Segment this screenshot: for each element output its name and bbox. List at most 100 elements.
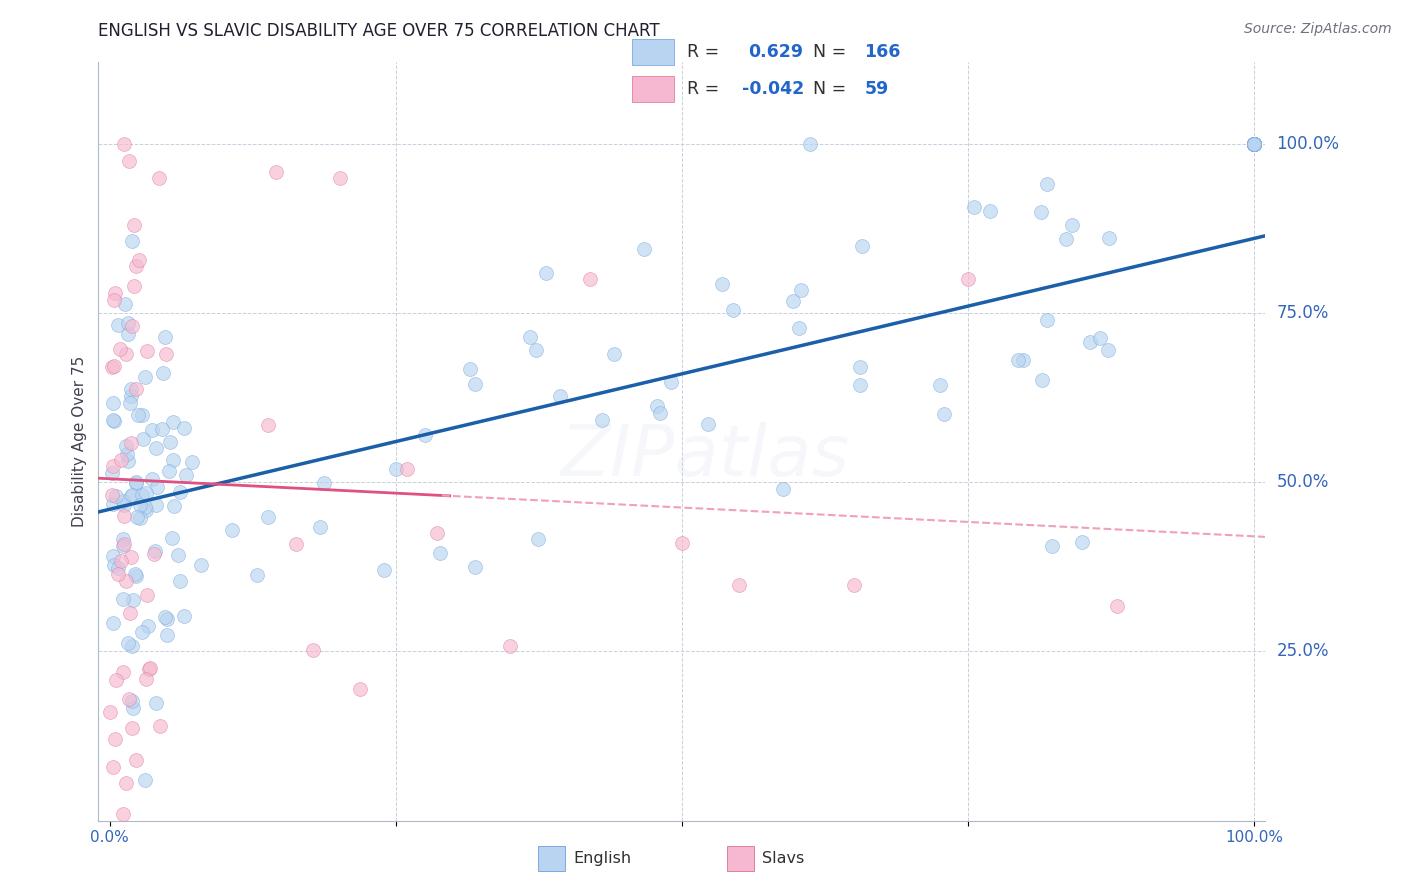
Point (710, 277, 733, 291)
Point (118, 691, 141, 706)
Point (1243, 136, 1265, 151)
Point (166, 548, 188, 562)
Point (979, 204, 1001, 219)
Text: N =: N = (813, 43, 846, 61)
Point (111, 539, 134, 553)
Text: Source: ZipAtlas.com: Source: ZipAtlas.com (1244, 22, 1392, 37)
Point (1243, 136, 1265, 151)
Point (136, 588, 159, 602)
Text: 100.0%: 100.0% (1277, 135, 1340, 153)
Point (152, 366, 174, 380)
Point (155, 347, 177, 361)
Point (173, 421, 195, 435)
Point (132, 432, 155, 446)
Point (169, 574, 191, 588)
Point (349, 681, 371, 696)
Point (141, 423, 163, 437)
Point (129, 511, 152, 525)
Point (125, 382, 148, 396)
Point (134, 500, 156, 514)
Point (112, 592, 135, 607)
Point (128, 252, 150, 267)
Point (329, 171, 352, 186)
Point (659, 375, 682, 389)
Point (534, 266, 557, 280)
Text: -0.042: -0.042 (741, 80, 804, 98)
Point (633, 242, 655, 256)
Point (118, 153, 141, 168)
Bar (631, 39, 673, 65)
Point (125, 475, 148, 490)
Point (519, 329, 541, 343)
Point (125, 259, 148, 273)
Point (111, 806, 134, 821)
Point (1243, 136, 1265, 151)
Point (180, 455, 202, 469)
Text: R =: R = (686, 43, 718, 61)
Point (122, 218, 145, 232)
Point (112, 499, 135, 513)
Point (127, 509, 149, 524)
Point (782, 293, 804, 308)
Point (1070, 535, 1092, 549)
Point (1097, 343, 1119, 357)
Point (1243, 136, 1265, 151)
Point (314, 476, 336, 491)
Point (101, 498, 124, 512)
Point (1031, 373, 1053, 387)
Point (592, 413, 614, 427)
Point (1243, 136, 1265, 151)
Point (721, 303, 744, 318)
Text: English: English (574, 851, 631, 866)
Point (114, 574, 136, 588)
Point (789, 320, 811, 334)
Point (1243, 136, 1265, 151)
Text: 50.0%: 50.0% (1277, 473, 1329, 491)
Point (143, 543, 166, 558)
Point (145, 498, 167, 512)
Point (162, 415, 184, 429)
Point (131, 488, 153, 502)
Point (1243, 136, 1265, 151)
Point (146, 480, 169, 494)
Point (111, 665, 134, 679)
Point (162, 531, 184, 545)
Point (98, 706, 121, 720)
Bar (537, 847, 565, 871)
Point (499, 639, 522, 653)
Point (110, 554, 132, 568)
Point (117, 636, 139, 650)
Point (122, 593, 145, 607)
Point (1243, 136, 1265, 151)
Y-axis label: Disability Age Over 75: Disability Age Over 75 (72, 356, 87, 527)
Point (104, 732, 127, 747)
Point (174, 468, 197, 483)
Point (309, 520, 332, 534)
Point (257, 417, 280, 432)
Text: ZIPatlas: ZIPatlas (561, 422, 849, 491)
Point (772, 483, 794, 497)
Point (121, 234, 143, 248)
Point (145, 442, 167, 456)
Point (1243, 136, 1265, 151)
Point (790, 283, 813, 297)
Point (1243, 136, 1265, 151)
Point (112, 532, 135, 546)
Point (134, 772, 156, 787)
Point (159, 435, 181, 450)
Point (103, 558, 125, 572)
Point (120, 489, 142, 503)
Point (103, 359, 125, 374)
Point (1243, 136, 1265, 151)
Point (264, 165, 287, 179)
Point (603, 347, 626, 361)
Point (121, 640, 143, 654)
Point (107, 567, 129, 582)
Point (963, 200, 986, 214)
Point (148, 170, 170, 185)
Point (1243, 136, 1265, 151)
Point (101, 549, 124, 564)
Point (1243, 136, 1265, 151)
Point (112, 536, 135, 550)
Text: 59: 59 (865, 80, 889, 98)
